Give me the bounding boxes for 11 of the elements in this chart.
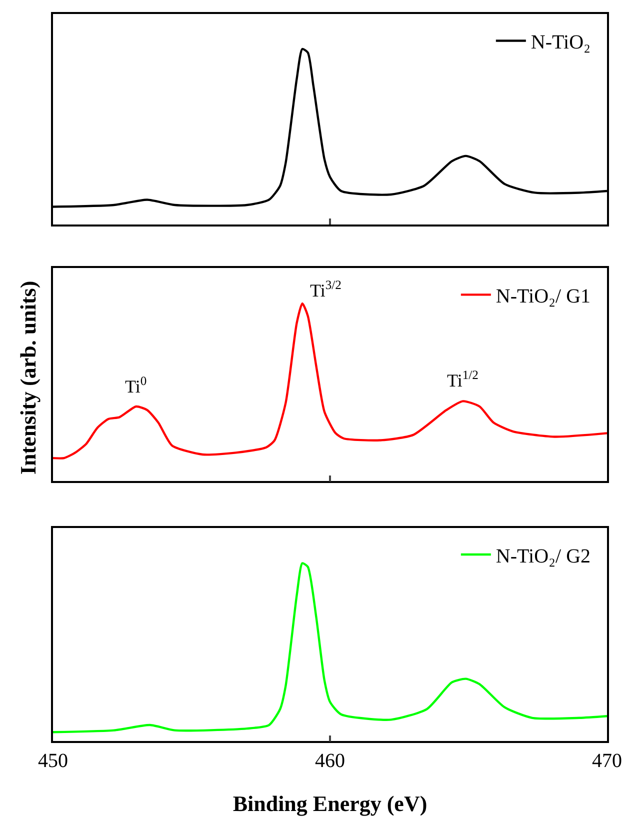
- legend-label: N-TiO₂: [530, 32, 591, 54]
- annotation: Ti$^{1/2}$: [447, 368, 478, 391]
- annotation: Ti$^{0}$: [125, 374, 147, 397]
- x-axis-title: Binding Energy (eV): [232, 791, 428, 816]
- x-tick-label: 470: [592, 750, 622, 772]
- x-tick-label: 450: [38, 750, 68, 772]
- legend-label: N-TiO₂/ G1: [496, 285, 591, 308]
- x-tick-label: 460: [315, 750, 345, 772]
- annotation: Ti$^{3/2}$: [310, 278, 342, 301]
- y-axis-title: Intensity (arb. units): [16, 280, 41, 475]
- legend-label: N-TiO₂/ G2: [496, 545, 591, 568]
